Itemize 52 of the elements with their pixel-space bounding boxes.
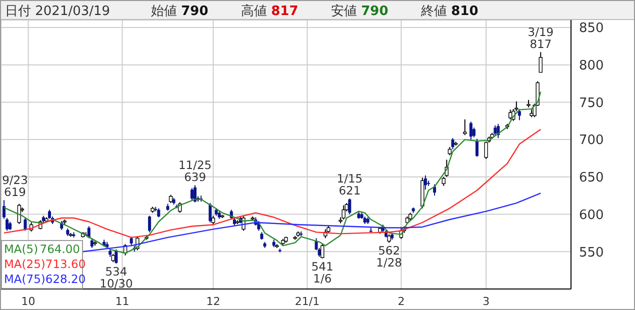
annotation: 1/15 621: [336, 172, 363, 198]
text: 終値 810: [421, 3, 478, 20]
candlestick: [6, 218, 9, 232]
annotation: 628.20: [45, 272, 86, 287]
y-tick-label: 750: [579, 96, 604, 111]
y-tick-label: 800: [579, 58, 604, 74]
x-tick-label: 11: [115, 294, 130, 308]
x-tick-label: 2: [398, 294, 405, 308]
candlestick: [114, 248, 118, 264]
x-tick-label: 3: [482, 294, 490, 308]
y-tick-label: 850: [579, 21, 604, 36]
candlestick: [472, 127, 476, 138]
annotation: 541 1/6: [311, 259, 334, 286]
y-tick-label: 650: [579, 170, 604, 186]
text: 高値 817: [241, 3, 298, 20]
y-tick-label: 550: [579, 245, 604, 260]
line-series: [3, 91, 542, 254]
candlestick: [538, 52, 543, 73]
x-tick-label: 10: [21, 294, 36, 308]
annotation: 534 10/30: [100, 264, 133, 291]
annotation: 713.60: [45, 257, 86, 272]
text: 日付 2021/03/19: [5, 3, 110, 20]
candlestick: [469, 121, 472, 140]
candlestick: [424, 174, 427, 190]
candlestick: [518, 108, 521, 121]
candlestick: [320, 244, 324, 259]
series-label: MA(5): [4, 242, 38, 257]
candlestick: [342, 204, 346, 220]
annotation: 562 1/28: [376, 244, 402, 270]
candlestick: [475, 138, 478, 158]
text: 安値 790: [331, 3, 388, 20]
candlestick: [24, 216, 27, 232]
annotation: 3/19 817: [528, 25, 554, 52]
candlestick: [190, 188, 194, 201]
candlestick: [87, 226, 90, 239]
y-tick-label: 600: [579, 208, 604, 223]
candlestick: [208, 202, 212, 223]
x-tick-label: 21/1: [294, 294, 320, 308]
annotation: 11/25 639: [178, 158, 212, 184]
candlestick: [148, 215, 152, 233]
annotation: 9/23 619: [2, 173, 28, 200]
candlestick: [348, 198, 352, 215]
candlestick: [451, 138, 454, 150]
y-tick-label: 700: [579, 133, 604, 148]
annotation: 764.00: [40, 242, 80, 257]
text: MA(25): [4, 257, 46, 272]
text: MA(75): [4, 272, 46, 287]
candlestick: [494, 124, 497, 136]
text: 始値 790: [151, 3, 208, 20]
candlestick: [2, 200, 6, 220]
candlestick: [463, 118, 467, 136]
x-tick-label: 12: [206, 294, 220, 308]
